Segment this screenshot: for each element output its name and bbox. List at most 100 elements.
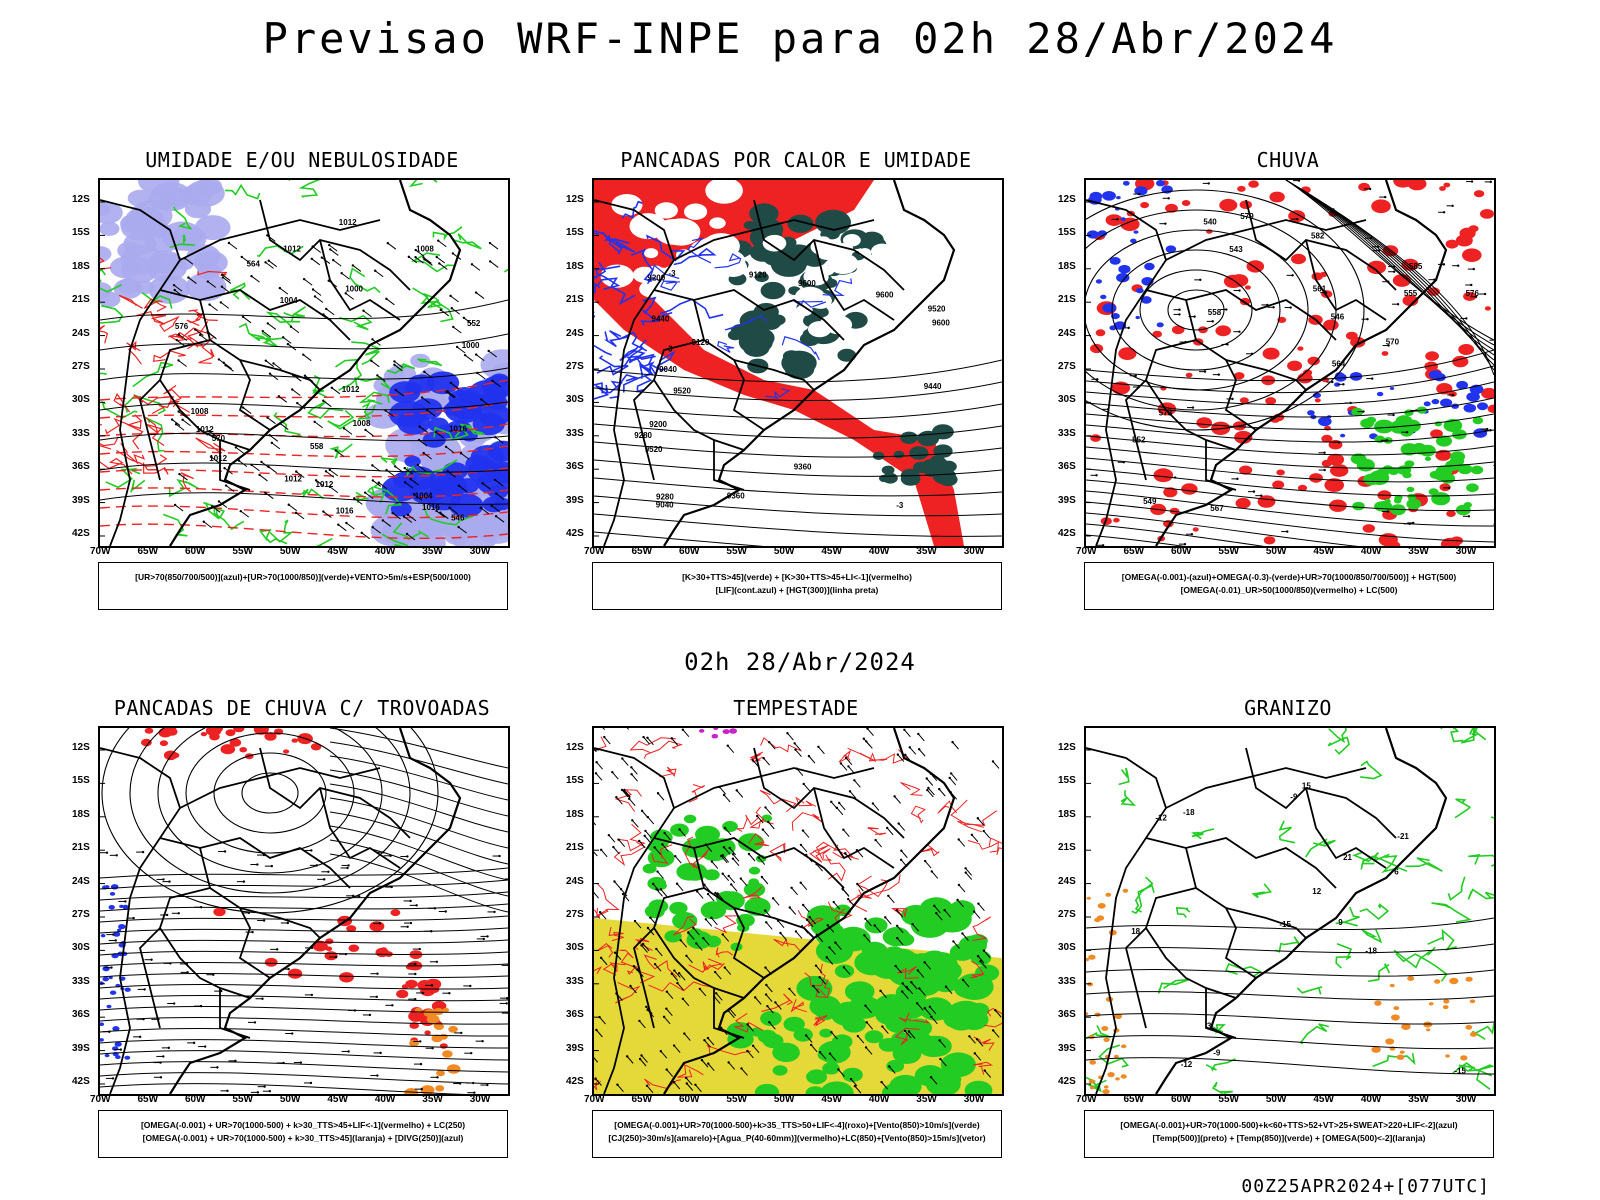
lat-tick-label: 42S xyxy=(1058,1075,1076,1087)
contour-label: 9280 xyxy=(656,493,674,502)
contour-label: 573 xyxy=(1159,409,1173,418)
lat-tick-label: 21S xyxy=(566,842,584,854)
lat-tick-label: 24S xyxy=(1058,875,1076,887)
contour-label: -12 xyxy=(1181,1060,1193,1069)
lat-tick-label: 30S xyxy=(566,394,584,406)
lon-tick-label: 60W xyxy=(678,1094,700,1105)
lat-tick-label: 18S xyxy=(72,260,90,272)
map-p2: 9600 9520 9600 9520 9440 9360 9280 9200 9120 9040… xyxy=(592,178,1004,548)
lon-tick-label: 55W xyxy=(726,546,747,557)
lat-tick-label: 42S xyxy=(1058,527,1076,539)
legend-p6: [OMEGA(-0.001)+UR>70(1000-500)+k<60+TTS>… xyxy=(1084,1110,1494,1158)
legend-line: [OMEGA(-0.001)-(azul)+OMEGA(-0.3)-(verde… xyxy=(1121,572,1457,582)
lat-tick-label: 33S xyxy=(72,975,90,987)
map-p4 xyxy=(98,726,510,1096)
lat-tick-label: 15S xyxy=(72,227,90,239)
lon-tick-label: 30W xyxy=(963,1094,985,1105)
lat-tick-label: 33S xyxy=(566,975,584,987)
lat-tick-label: 36S xyxy=(566,1009,584,1021)
lat-tick-label: 39S xyxy=(566,494,584,506)
lat-tick-label: 39S xyxy=(1058,494,1076,506)
lon-tick-label: 50W xyxy=(279,546,301,557)
contour-label: 561 xyxy=(1313,284,1327,293)
lon-tick-label: 55W xyxy=(1218,1094,1239,1105)
contour-label: 9200 xyxy=(649,420,667,429)
legend-p3: [OMEGA(-0.001)-(azul)+OMEGA(-0.3)-(verde… xyxy=(1084,562,1494,610)
contour-label: 1008 xyxy=(191,407,209,416)
map-p6: -21 -18 -15 -12 -9 3 6 9 12 15 18 21 -15 -12 -18 -9 xyxy=(1084,726,1496,1096)
contour-label: 549 xyxy=(1143,497,1157,506)
lat-tick-label: 21S xyxy=(1058,294,1076,306)
lon-tick-label: 35W xyxy=(1408,546,1429,557)
lat-tick-label: 36S xyxy=(1058,1009,1076,1021)
contour-label: 564 xyxy=(1332,360,1346,369)
contour-label: 1012 xyxy=(316,480,334,489)
contour-label: -3 xyxy=(669,269,677,278)
lon-tick-label: 30W xyxy=(963,546,985,557)
contour-label: 9520 xyxy=(673,387,691,396)
lon-tick-label: 30W xyxy=(1455,546,1477,557)
lat-tick-label: 33S xyxy=(1058,975,1076,987)
lon-tick-label: 45W xyxy=(821,1094,842,1105)
lon-tick-label: 35W xyxy=(422,546,443,557)
legend-line: [OMEGA(-0.001) + UR>70(1000-500) + k>30_… xyxy=(142,1133,464,1143)
lon-tick-label: 45W xyxy=(1313,1094,1334,1105)
contour-label: 564 xyxy=(247,260,261,269)
lat-tick-label: 12S xyxy=(1058,194,1076,205)
contour-label: 9440 xyxy=(652,315,670,324)
lat-tick-label: 12S xyxy=(72,742,90,753)
lat-tick-label: 18S xyxy=(72,808,90,820)
lon-tick-label: 70W xyxy=(90,1094,111,1105)
contour-label: 9 xyxy=(1338,918,1343,927)
lat-tick-label: 42S xyxy=(566,1075,584,1087)
contour-label: 9600 xyxy=(932,319,950,328)
contour-label: 567 xyxy=(1210,504,1224,513)
lat-tick-label: 24S xyxy=(566,327,584,339)
contour-label: 9040 xyxy=(659,365,677,374)
legend-line: [OMEGA(-0.001) + UR>70(1000-500) + k>30_… xyxy=(140,1120,466,1130)
lat-tick-label: 18S xyxy=(566,260,584,272)
lon-tick-label: 30W xyxy=(469,546,491,557)
contour-label: 546 xyxy=(451,514,465,523)
contour-label: 552 xyxy=(1132,435,1146,444)
lat-tick-label: 18S xyxy=(1058,808,1076,820)
legend-line: [OMEGA(-0.001)+UR>70(1000-500)+k>35_TTS>… xyxy=(614,1120,980,1130)
lat-tick-label: 24S xyxy=(1058,327,1076,339)
lon-tick-label: 70W xyxy=(584,546,605,557)
lat-tick-label: 24S xyxy=(72,875,90,887)
legend-line: [CJ(250)>30m/s](amarelo)+[Agua_P(40-60mm… xyxy=(608,1133,986,1143)
lat-tick-label: 36S xyxy=(72,1009,90,1021)
lat-tick-label: 30S xyxy=(1058,942,1076,954)
contour-label: 546 xyxy=(1331,313,1345,322)
lon-tick-label: 70W xyxy=(1076,1094,1097,1105)
lon-tick-label: 50W xyxy=(1265,546,1287,557)
lon-tick-label: 40W xyxy=(868,1094,890,1105)
contour-label: 9520 xyxy=(928,305,946,314)
contour-label: 1004 xyxy=(280,296,298,305)
contour-label: 6 xyxy=(1394,867,1399,876)
legend-p2: [K>30+TTS>45](verde) + [K>30+TTS>45+LI<-… xyxy=(592,562,1002,610)
contour-label: -9 xyxy=(1213,1048,1221,1057)
contour-label: 558 xyxy=(310,442,324,451)
lat-tick-label: 15S xyxy=(566,775,584,787)
lon-tick-label: 45W xyxy=(1313,546,1334,557)
contour-label: -18 xyxy=(1183,808,1195,817)
lat-tick-label: 15S xyxy=(72,775,90,787)
contour-label: 1000 xyxy=(462,341,480,350)
lat-tick-label: 15S xyxy=(566,227,584,239)
lat-tick-label: 24S xyxy=(566,875,584,887)
lon-tick-label: 55W xyxy=(726,1094,747,1105)
lon-tick-label: 55W xyxy=(232,546,253,557)
map-p3: 585 582 579 576 573 570 567 564 561 558 555 552 549 5… xyxy=(1084,178,1496,548)
contour-label: 18 xyxy=(1131,927,1140,936)
contour-label: 1016 xyxy=(336,506,354,515)
lat-tick-label: 36S xyxy=(566,461,584,473)
lat-tick-label: 21S xyxy=(566,294,584,306)
lat-tick-label: 18S xyxy=(1058,260,1076,272)
lat-tick-label: 27S xyxy=(1058,360,1076,372)
lat-tick-label: 36S xyxy=(1058,461,1076,473)
legend-p4: [OMEGA(-0.001) + UR>70(1000-500) + k>30_… xyxy=(98,1110,508,1158)
contour-label: 9120 xyxy=(749,271,767,280)
contour-label: 1012 xyxy=(339,218,357,227)
lat-tick-label: 27S xyxy=(566,908,584,920)
